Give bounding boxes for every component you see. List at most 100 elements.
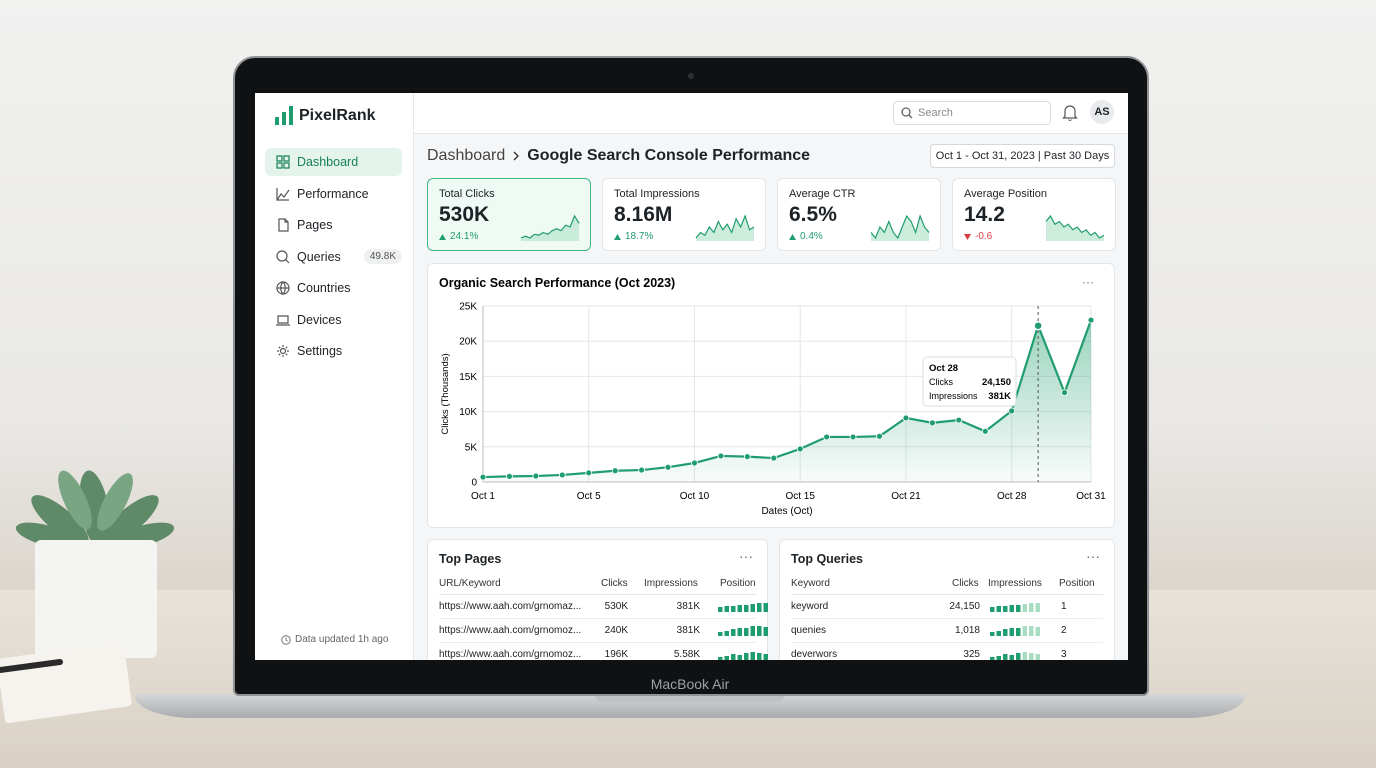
nav-item[interactable]: Countries xyxy=(265,274,402,302)
mini-bar xyxy=(1035,627,1040,636)
mini-bar xyxy=(1029,626,1034,636)
sparkline xyxy=(870,214,930,241)
data-updated: Data updated 1h ago xyxy=(281,634,388,645)
mini-bar xyxy=(1003,629,1008,636)
sparkline-area xyxy=(871,216,929,241)
trend-arrow xyxy=(614,233,621,240)
kpi-change-text: 0.4% xyxy=(800,231,823,242)
nav-icon xyxy=(276,155,290,169)
sparkline xyxy=(1045,214,1105,241)
date-range[interactable]: Oct 1 - Oct 31, 2023 | Past 30 Days xyxy=(930,144,1115,168)
x-axis-label: Dates (Oct) xyxy=(761,506,812,517)
mini-bars xyxy=(718,652,768,660)
nav-icon xyxy=(276,187,290,201)
x-tick-label: Oct 31 xyxy=(1076,491,1106,502)
tooltip-box xyxy=(922,356,1017,407)
x-tick-label: Oct 28 xyxy=(997,491,1027,502)
icon-path xyxy=(277,345,289,357)
table-cell[interactable]: deverwors xyxy=(791,649,838,660)
table-cell: 530K xyxy=(604,601,628,612)
table-cell: 5.58K xyxy=(673,649,700,660)
mini-bar xyxy=(1009,605,1014,612)
table-cell: 196K xyxy=(604,649,628,660)
data-point xyxy=(558,471,566,479)
data-point xyxy=(981,427,989,435)
trend-arrow-shape xyxy=(789,233,796,240)
sidebar: PixelRank Data updated 1h ago Dashboard P… xyxy=(255,93,414,660)
nav-item[interactable]: Dashboard xyxy=(265,148,402,176)
breadcrumb-parent[interactable]: Dashboard xyxy=(427,147,506,164)
mini-bar xyxy=(757,626,762,636)
search-box[interactable]: Search xyxy=(893,101,1051,125)
nav-item[interactable]: Pages xyxy=(265,211,402,239)
icon-path xyxy=(276,281,290,295)
header-rule xyxy=(439,594,756,595)
table-cell[interactable]: quenies xyxy=(791,625,827,636)
mini-bar xyxy=(1009,628,1014,636)
table-title: Top Queries xyxy=(791,552,864,566)
mini-bar xyxy=(731,629,736,636)
nav-item[interactable]: Queries 49.8K xyxy=(265,243,402,271)
trend-arrow-shape xyxy=(439,233,446,240)
mini-bar xyxy=(1003,606,1008,612)
y-axis-label: Clicks (Thousands) xyxy=(440,353,451,434)
row-rule xyxy=(439,618,756,619)
nav-label: Queries xyxy=(297,249,341,264)
mini-bars xyxy=(990,626,1040,636)
x-tick-label: Oct 21 xyxy=(891,491,921,502)
table-cell[interactable]: keyword xyxy=(791,601,829,612)
area xyxy=(483,320,1091,482)
mini-bar xyxy=(737,655,742,660)
mini-bar xyxy=(763,627,768,636)
mini-bar xyxy=(1029,603,1034,612)
nav-item[interactable]: Settings xyxy=(265,337,402,365)
kpi-card[interactable]: Average Position 14.2 -0.6 xyxy=(952,178,1116,251)
search-icon xyxy=(901,107,913,119)
tooltip-label: Clicks xyxy=(929,377,953,387)
mini-bar xyxy=(996,606,1001,612)
avatar[interactable]: AS xyxy=(1090,100,1114,124)
data-point xyxy=(823,433,831,441)
kpi-change-text: 24.1% xyxy=(450,231,479,242)
mini-bar xyxy=(990,657,995,660)
mini-bar xyxy=(718,632,723,636)
mini-bar xyxy=(737,605,742,612)
table-title: Top Pages xyxy=(439,552,502,566)
mini-bar xyxy=(737,628,742,636)
mini-bar xyxy=(724,656,729,660)
data-point xyxy=(1061,389,1068,396)
kpi-card[interactable]: Total Impressions 8.16M 18.7% xyxy=(602,178,766,251)
brand: PixelRank xyxy=(299,107,376,124)
nav-badge: 49.8K xyxy=(363,249,402,264)
table-cell: 1,018 xyxy=(954,625,980,636)
search-placeholder: Search xyxy=(918,107,953,119)
trend-arrow xyxy=(439,233,446,240)
nav-item[interactable]: Devices xyxy=(265,306,402,334)
icon-path xyxy=(276,187,290,201)
sparkline-line xyxy=(695,214,755,239)
table-cell[interactable]: https://www.aah.com/grnomaz... xyxy=(439,601,582,612)
icon-path xyxy=(278,218,289,232)
column-header: URL/Keyword xyxy=(439,578,501,589)
kpi-card[interactable]: Average CTR 6.5% 0.4% xyxy=(777,178,941,251)
nav-icon xyxy=(277,345,289,357)
chart: Organic Search Performance (Oct 2023) ···… xyxy=(439,275,1106,517)
table-cell[interactable]: https://www.aah.com/grnomoz... xyxy=(439,649,582,660)
mini-bars xyxy=(718,626,768,636)
mini-bar xyxy=(990,632,995,636)
column-header: Clicks xyxy=(952,578,979,589)
mini-bar xyxy=(718,657,723,660)
data-point xyxy=(479,473,487,481)
kpi-card[interactable]: Total Clicks 530K 24.1% xyxy=(427,178,591,251)
mini-bars xyxy=(718,603,768,612)
mini-bar xyxy=(1035,603,1040,612)
mini-bars xyxy=(990,652,1040,660)
nav-item[interactable]: Performance xyxy=(265,180,402,208)
table-cell[interactable]: https://www.aah.com/grnomoz... xyxy=(439,625,582,636)
kpi-value: 8.16M xyxy=(614,203,673,226)
bell-icon[interactable] xyxy=(1062,104,1078,122)
icon-path xyxy=(276,314,290,326)
logo-icon xyxy=(275,106,293,125)
data-point xyxy=(928,419,936,427)
y-tick-label: 10K xyxy=(459,407,477,418)
